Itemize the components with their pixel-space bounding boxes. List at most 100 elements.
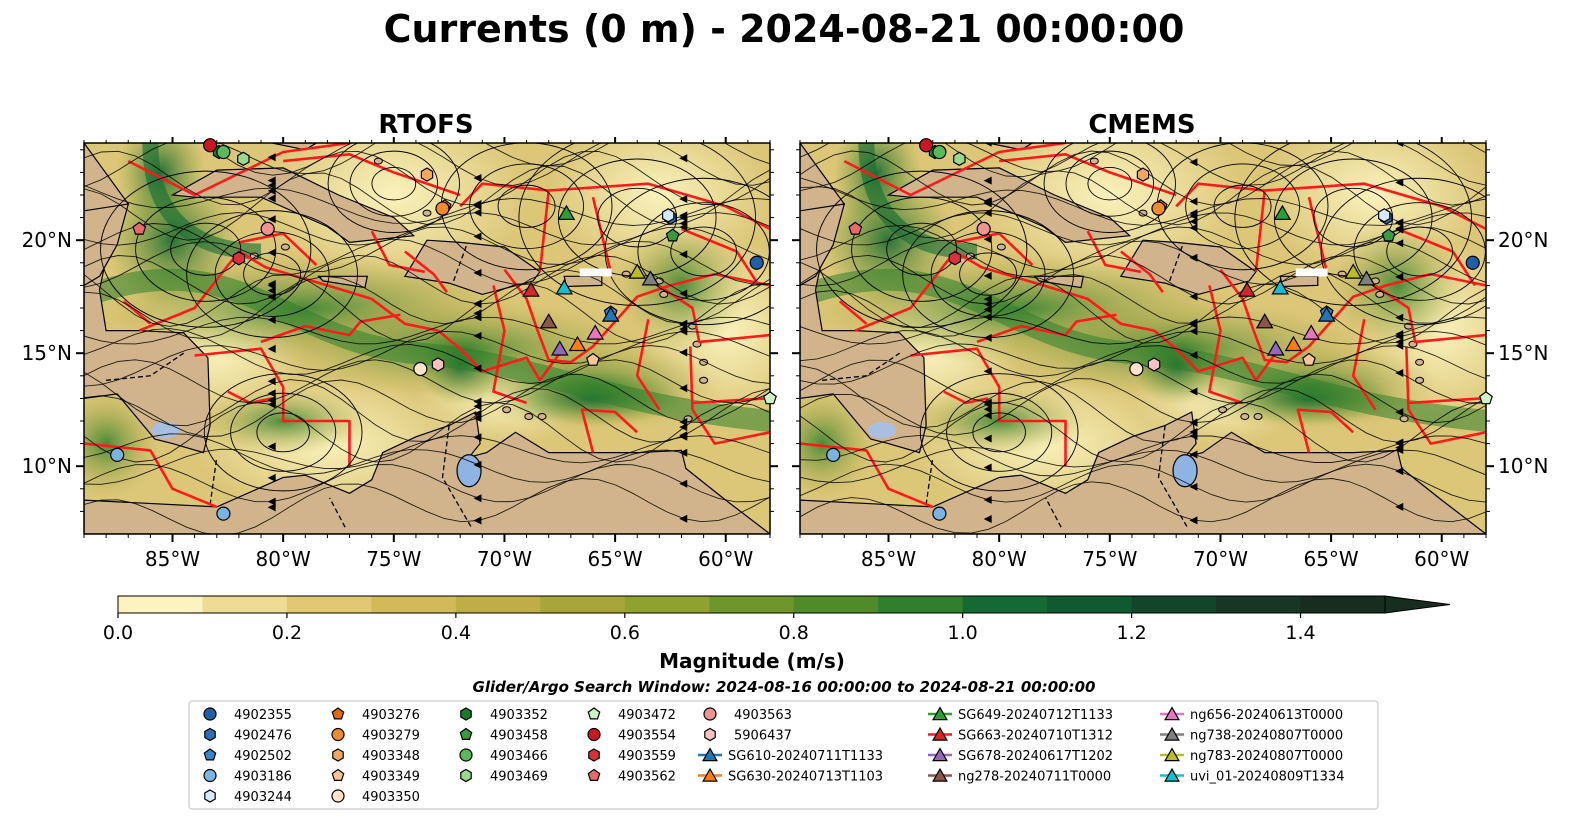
float-marker-4903186 <box>826 447 841 462</box>
legend-label: 4902355 <box>234 708 292 723</box>
legend-label: SG663-20240710T1312 <box>958 729 1113 744</box>
search-window-note: Glider/Argo Search Window: 2024-08-16 00… <box>473 678 1096 696</box>
streamline-arrow <box>983 199 992 208</box>
float-marker-4903469 <box>953 151 966 166</box>
streamline-arrow <box>473 268 482 277</box>
eddy-streamline <box>186 210 358 339</box>
eddy-streamline <box>1320 177 1486 326</box>
legend-label: SG610-20240711T1133 <box>728 749 883 764</box>
float-marker-4903350 <box>1129 361 1144 377</box>
streamline-arrow <box>679 348 688 357</box>
streamline-arrow <box>679 211 688 220</box>
streamline-arrow <box>983 515 992 524</box>
colorbar-segment <box>709 596 795 613</box>
streamline-arrow <box>1395 408 1404 417</box>
legend-label: uvi_01-20240809T1334 <box>1190 770 1344 785</box>
lake-maracaibo <box>456 454 482 488</box>
float-marker-4903350 <box>413 361 428 377</box>
glider-marker-SG649 <box>557 204 576 220</box>
eddy-streamline <box>256 412 310 453</box>
lon-tick-label: 80°W <box>256 547 311 571</box>
eddy-streamline <box>327 143 460 233</box>
lat-tick-label: 20°N <box>1498 228 1548 252</box>
streamline-arrow <box>267 497 276 506</box>
streamlines <box>84 121 770 534</box>
eddy-streamline <box>816 170 1028 328</box>
streamline-arrow <box>267 215 276 224</box>
float-marker-4902355 <box>749 255 764 270</box>
land-panama-colombia <box>800 411 1486 534</box>
legend-label: 4903276 <box>362 708 420 723</box>
float-marker-4903186 <box>110 447 125 462</box>
streamline-arrow <box>1395 443 1404 452</box>
eez-boundary <box>689 346 770 445</box>
streamline-arrow <box>1395 338 1404 347</box>
streamline-arrow <box>983 463 992 472</box>
streamline-arrow <box>983 176 992 185</box>
legend-label: SG649-20240712T1133 <box>958 708 1113 723</box>
eez-boundary <box>591 196 612 273</box>
lon-tick-label: 60°W <box>1414 547 1469 571</box>
streamline-arrow <box>1395 330 1404 339</box>
eez-boundary <box>854 250 1155 332</box>
island <box>1399 415 1409 423</box>
streamline-arrow <box>473 397 482 406</box>
streamline <box>84 402 770 463</box>
country-border <box>1045 497 1062 528</box>
streamline <box>800 478 1486 534</box>
float-marker-4903562 <box>132 221 147 235</box>
streamline-arrow <box>983 271 992 280</box>
streamline <box>800 434 1486 483</box>
glider-marker-ng278 <box>1255 313 1274 329</box>
streamline-arrow <box>1395 368 1404 377</box>
island <box>699 358 709 366</box>
eez-boundary <box>84 442 218 509</box>
eez-boundary <box>1175 182 1265 208</box>
lake-nicaragua <box>867 422 896 439</box>
island <box>1240 412 1250 420</box>
colorbar-tick-label: 1.2 <box>1116 622 1146 644</box>
glider-marker-SG678 <box>550 340 569 356</box>
eddy-streamline <box>604 177 770 326</box>
caribbean-current-jet <box>84 268 770 432</box>
lon-tick-label: 70°W <box>477 547 532 571</box>
eez-boundary <box>910 347 1067 467</box>
island <box>659 290 669 298</box>
streamline-arrow <box>984 143 992 147</box>
legend-label: ng656-20240613T0000 <box>1190 708 1343 723</box>
eddy-streamline <box>902 210 1074 339</box>
streamline <box>84 254 770 305</box>
streamline-arrow <box>983 398 992 407</box>
eddy-streamline <box>349 150 439 217</box>
streamline <box>84 330 770 387</box>
legend-float-marker <box>587 768 601 782</box>
streamline <box>84 184 770 226</box>
country-border <box>329 497 346 528</box>
streamline-arrow <box>1395 239 1404 248</box>
float-marker-4903472 <box>1479 391 1493 405</box>
streamline-arrow <box>473 208 482 217</box>
colorbar-segment <box>793 596 879 613</box>
eez-boundary <box>1296 408 1355 453</box>
lon-tick-label: 85°W <box>145 547 200 571</box>
legend-label: SG678-20240617T1202 <box>958 749 1113 764</box>
float-marker-4903348 <box>420 167 434 182</box>
colorbar-label: Magnitude (m/s) <box>659 649 845 673</box>
streamline-arrow <box>679 121 687 129</box>
streamline-arrow <box>1189 209 1198 218</box>
island <box>965 252 975 260</box>
lon-tick-label: 80°W <box>972 547 1027 571</box>
eez-boundary <box>503 268 770 364</box>
legend-float-marker <box>204 789 216 803</box>
streamline-arrow <box>679 154 688 163</box>
country-border <box>106 352 184 381</box>
glider-marker-SG610 <box>1317 306 1336 322</box>
masked-region <box>1295 268 1328 277</box>
map-frame <box>83 142 771 535</box>
land-puerto-rico <box>563 275 603 288</box>
streamline <box>84 478 770 534</box>
eez-boundary <box>943 390 989 405</box>
streamline-arrow <box>1189 217 1198 226</box>
float-marker-4903472 <box>763 391 777 405</box>
legend-label: 4903244 <box>234 790 292 805</box>
